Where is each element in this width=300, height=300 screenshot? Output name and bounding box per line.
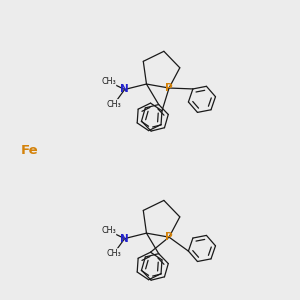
Text: P: P bbox=[165, 232, 173, 242]
Text: Fe: Fe bbox=[21, 144, 39, 158]
Text: CH₃: CH₃ bbox=[101, 77, 116, 86]
Text: CH₃: CH₃ bbox=[107, 100, 122, 109]
Text: N: N bbox=[120, 234, 129, 244]
Text: N: N bbox=[120, 85, 129, 94]
Text: CH₃: CH₃ bbox=[101, 226, 116, 235]
Text: CH₃: CH₃ bbox=[107, 249, 122, 258]
Text: P: P bbox=[165, 83, 173, 93]
